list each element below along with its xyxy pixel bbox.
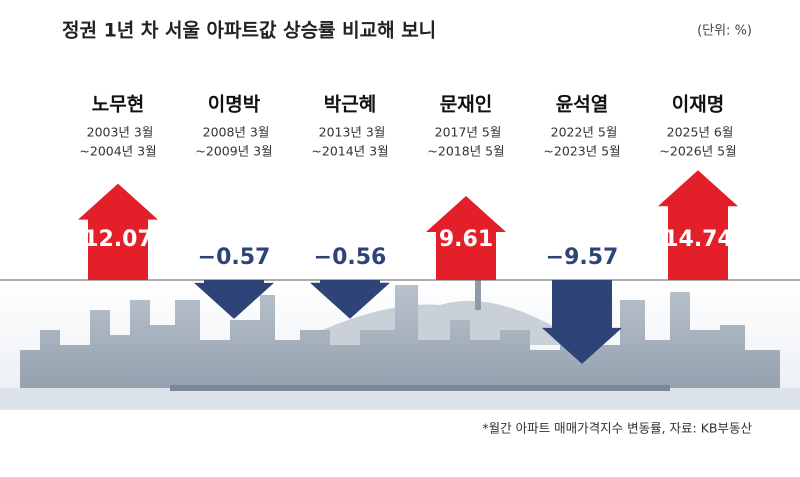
period-label: ~2009년 3월	[195, 144, 272, 159]
value-label: −0.57	[198, 245, 271, 270]
period-label: 2017년 5월	[435, 125, 502, 140]
value-label: −0.56	[314, 245, 387, 270]
arrow	[542, 280, 622, 364]
chart-title: 정권 1년 차 서울 아파트값 상승률 비교해 보니	[62, 20, 436, 42]
value-label: 14.74	[663, 227, 733, 252]
category-label: 문재인	[440, 94, 492, 116]
arrow	[426, 195, 506, 280]
period-label: ~2014년 3월	[311, 144, 388, 159]
period-label: 2003년 3월	[87, 125, 154, 140]
arrow	[78, 183, 158, 280]
category-label: 윤석열	[556, 94, 608, 116]
value-label: −9.57	[546, 245, 619, 270]
category-label: 박근혜	[324, 94, 376, 116]
period-label: ~2004년 3월	[79, 144, 156, 159]
arrow	[658, 170, 738, 280]
period-label: ~2023년 5월	[543, 144, 620, 159]
period-label: 2025년 6월	[667, 125, 734, 140]
category-label: 이명박	[208, 94, 261, 116]
period-label: 2013년 3월	[319, 125, 386, 140]
category-label: 노무현	[92, 94, 144, 116]
value-label: 12.07	[83, 227, 153, 252]
period-label: ~2026년 5월	[659, 144, 736, 159]
period-label: ~2018년 5월	[427, 144, 504, 159]
unit-label: (단위: %)	[697, 24, 752, 39]
source-note: *월간 아파트 매매가격지수 변동률, 자료: KB부동산	[482, 421, 752, 436]
category-label: 이재명	[672, 94, 724, 116]
arrow	[310, 280, 390, 319]
period-label: 2008년 3월	[203, 125, 270, 140]
period-label: 2022년 5월	[551, 125, 618, 140]
value-label: 9.61	[439, 227, 493, 252]
arrow	[194, 280, 274, 319]
